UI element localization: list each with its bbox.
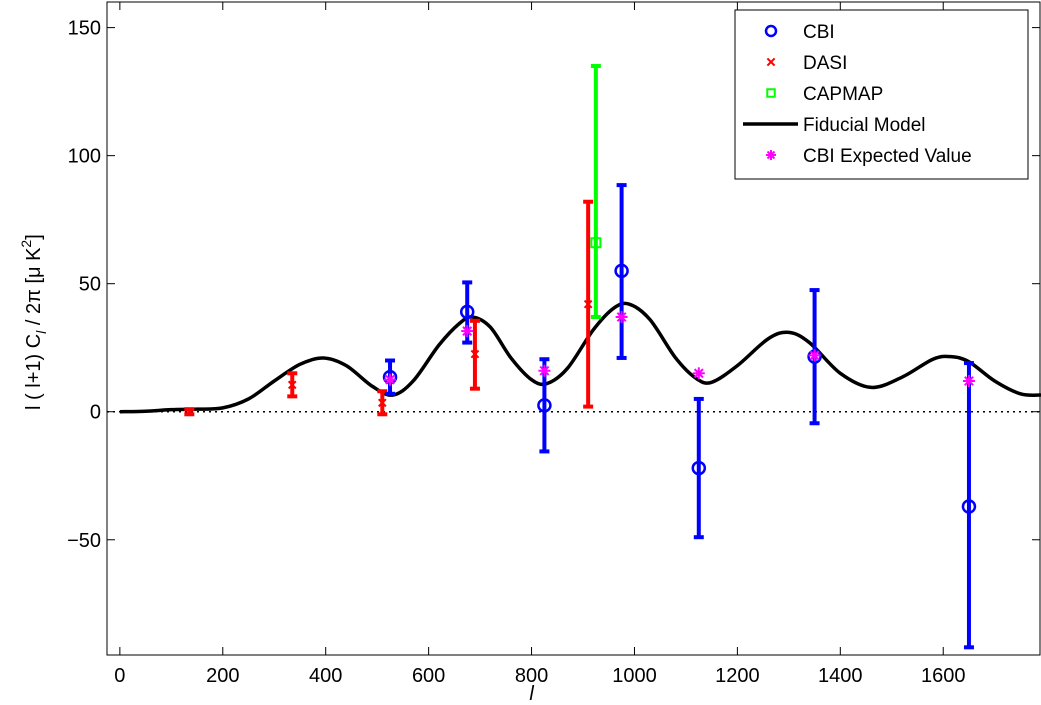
legend-label: DASI [803, 53, 847, 74]
x-tick-label: 1000 [612, 665, 657, 687]
error-bar [963, 361, 974, 650]
legend-item: CBI [764, 22, 835, 43]
data-point [538, 364, 551, 377]
y-axis-label-part-3: ] [23, 234, 45, 240]
error-bar [693, 396, 704, 540]
x-tick-label: 200 [206, 665, 239, 687]
data-point [962, 374, 975, 387]
series-cbi-expected-value [384, 310, 975, 387]
legend-item: Fiducial Model [743, 115, 926, 136]
series-capmap [590, 64, 602, 319]
x-tick-label: 1400 [818, 665, 863, 687]
data-points-layer [184, 64, 977, 650]
x-tick-label: 0 [114, 665, 125, 687]
y-tick-label: 0 [90, 402, 101, 424]
legend-label: Fiducial Model [803, 115, 926, 136]
data-point [808, 349, 821, 362]
y-tick-label: 150 [68, 18, 101, 40]
y-axis-label-subscript: l [33, 330, 49, 334]
legend-marker [766, 88, 776, 98]
x-stroke [583, 299, 593, 309]
error-bar [590, 64, 601, 319]
data-point [614, 263, 629, 279]
ticks-layer: 0 200 400 600 800 1000 1200 1400 1600 −50 0 50 100 15… [67, 2, 1040, 687]
star-stroke [766, 150, 776, 160]
star-stroke [385, 374, 395, 385]
legend-label: CAPMAP [803, 84, 883, 105]
data-point [615, 310, 628, 323]
legend-box [734, 9, 1029, 180]
star-stroke [539, 365, 550, 376]
legend-item: CBI Expected Value [766, 146, 972, 167]
star-stroke [964, 376, 974, 386]
x-tick-label: 600 [412, 665, 445, 687]
data-point [459, 304, 475, 320]
data-point [185, 407, 194, 417]
x-tick-label: 1600 [921, 665, 966, 687]
plot-frame [106, 1, 1041, 656]
legend-label: CBI Expected Value [803, 146, 972, 167]
data-point [590, 237, 602, 249]
fiducial-model-curve [119, 301, 1041, 414]
legend-label: CBI [803, 22, 835, 43]
star-stroke [616, 312, 627, 322]
x-tick-label: 1200 [715, 665, 760, 687]
data-point [692, 367, 705, 380]
star-stroke [809, 350, 820, 361]
y-tick-label: −50 [67, 530, 101, 552]
x-stroke [185, 407, 194, 417]
data-point [287, 380, 297, 390]
x-stroke [378, 398, 387, 408]
error-bar [616, 183, 627, 360]
data-point [691, 460, 707, 476]
y-axis-label-part-2: / 2π [μ K [23, 247, 45, 331]
star-stroke [462, 326, 473, 336]
x-stroke [766, 57, 776, 67]
x-axis-label: l [529, 683, 534, 705]
legend: CBI DASI CAPMAP Fiducial Model CBI Expected … [734, 9, 1029, 180]
data-point [378, 398, 387, 408]
x-stroke [287, 380, 297, 390]
y-axis-label-superscript: 2 [18, 240, 34, 248]
legend-item: CAPMAP [766, 84, 883, 105]
star-stroke [693, 368, 704, 379]
data-point [461, 325, 474, 338]
model-curve-layer [119, 301, 1041, 414]
y-tick-label: 100 [68, 146, 101, 168]
x-tick-label: 800 [515, 665, 548, 687]
y-axis-label: l ( l+1) Cl / 2π [μ K2] [18, 234, 49, 410]
x-stroke [470, 349, 480, 359]
data-point [470, 349, 480, 359]
legend-item: DASI [766, 53, 847, 74]
data-point [384, 373, 397, 386]
data-point [583, 299, 593, 309]
x-tick-label: 400 [309, 665, 342, 687]
data-point [961, 499, 977, 514]
legend-marker [764, 24, 778, 38]
y-axis-label-part-1: l ( l+1) C [23, 334, 45, 410]
y-tick-label: 50 [79, 274, 101, 296]
legend-marker [766, 57, 776, 67]
legend-marker [766, 150, 776, 160]
data-point [537, 398, 552, 413]
series-dasi [184, 199, 594, 417]
